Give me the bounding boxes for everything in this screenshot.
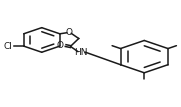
- Text: O: O: [56, 41, 63, 50]
- Text: HN: HN: [75, 48, 88, 57]
- Text: O: O: [66, 28, 73, 37]
- Text: Cl: Cl: [3, 42, 12, 51]
